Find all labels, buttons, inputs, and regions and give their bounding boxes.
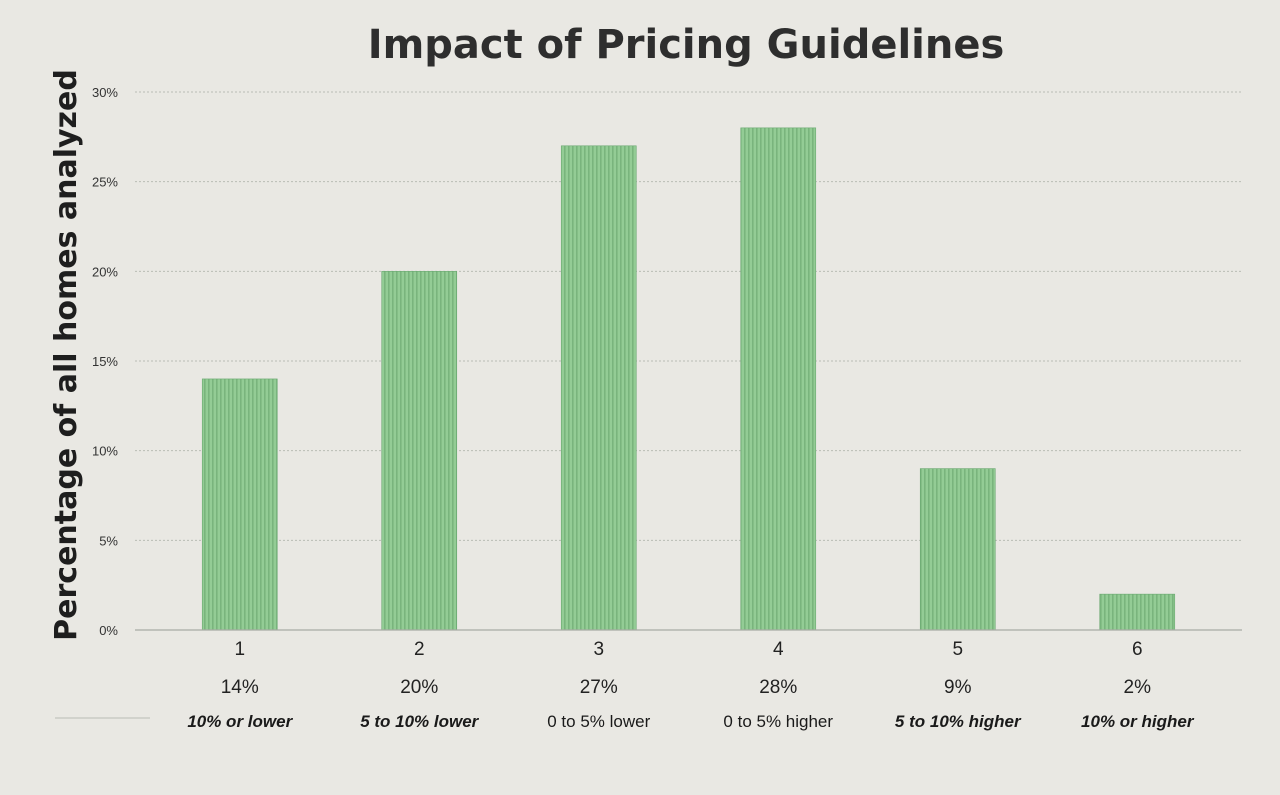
category-label: 1 [234,639,245,660]
value-label: 2% [1124,677,1152,698]
category-description: 10% or lower [187,712,293,731]
bar-2 [381,271,458,631]
category-label: 3 [593,639,604,660]
category-label: 2 [414,639,425,660]
y-tick-label: 0% [99,623,118,638]
value-label: 20% [400,677,438,698]
y-axis-label: Percentage of all homes analyzed [49,69,84,641]
bar-1 [201,378,278,631]
category-label: 4 [773,639,784,660]
y-tick-label: 30% [92,85,118,100]
value-label: 28% [759,677,797,698]
category-description: 5 to 10% higher [895,712,1022,731]
gridlines [135,91,1242,541]
category-labels: 1 14% 10% or lower 2 20% 5 to 10% lower 3 27% 0 … [187,639,1195,731]
category-description: 10% or higher [1081,712,1195,731]
bar-4 [740,127,817,631]
value-label: 9% [944,677,972,698]
y-tick-label: 5% [99,533,118,548]
bar-6 [1099,593,1176,631]
category-label: 6 [1132,639,1143,660]
y-tick-label: 15% [92,354,118,369]
y-tick-label: 10% [92,444,118,459]
y-tick-label: 25% [92,175,118,190]
category-description: 5 to 10% lower [360,712,479,731]
bar-3 [560,145,637,631]
category-label: 5 [952,639,963,660]
category-description: 0 to 5% lower [547,712,650,731]
value-label: 27% [580,677,618,698]
chart-title: Impact of Pricing Guidelines [368,22,1005,68]
bar-5 [919,468,996,631]
value-label: 14% [221,677,259,698]
category-description: 0 to 5% higher [723,712,833,731]
y-axis-ticks: 0% 5% 10% 15% 20% 25% 30% [92,85,118,638]
bars [201,127,1176,631]
y-tick-label: 20% [92,264,118,279]
